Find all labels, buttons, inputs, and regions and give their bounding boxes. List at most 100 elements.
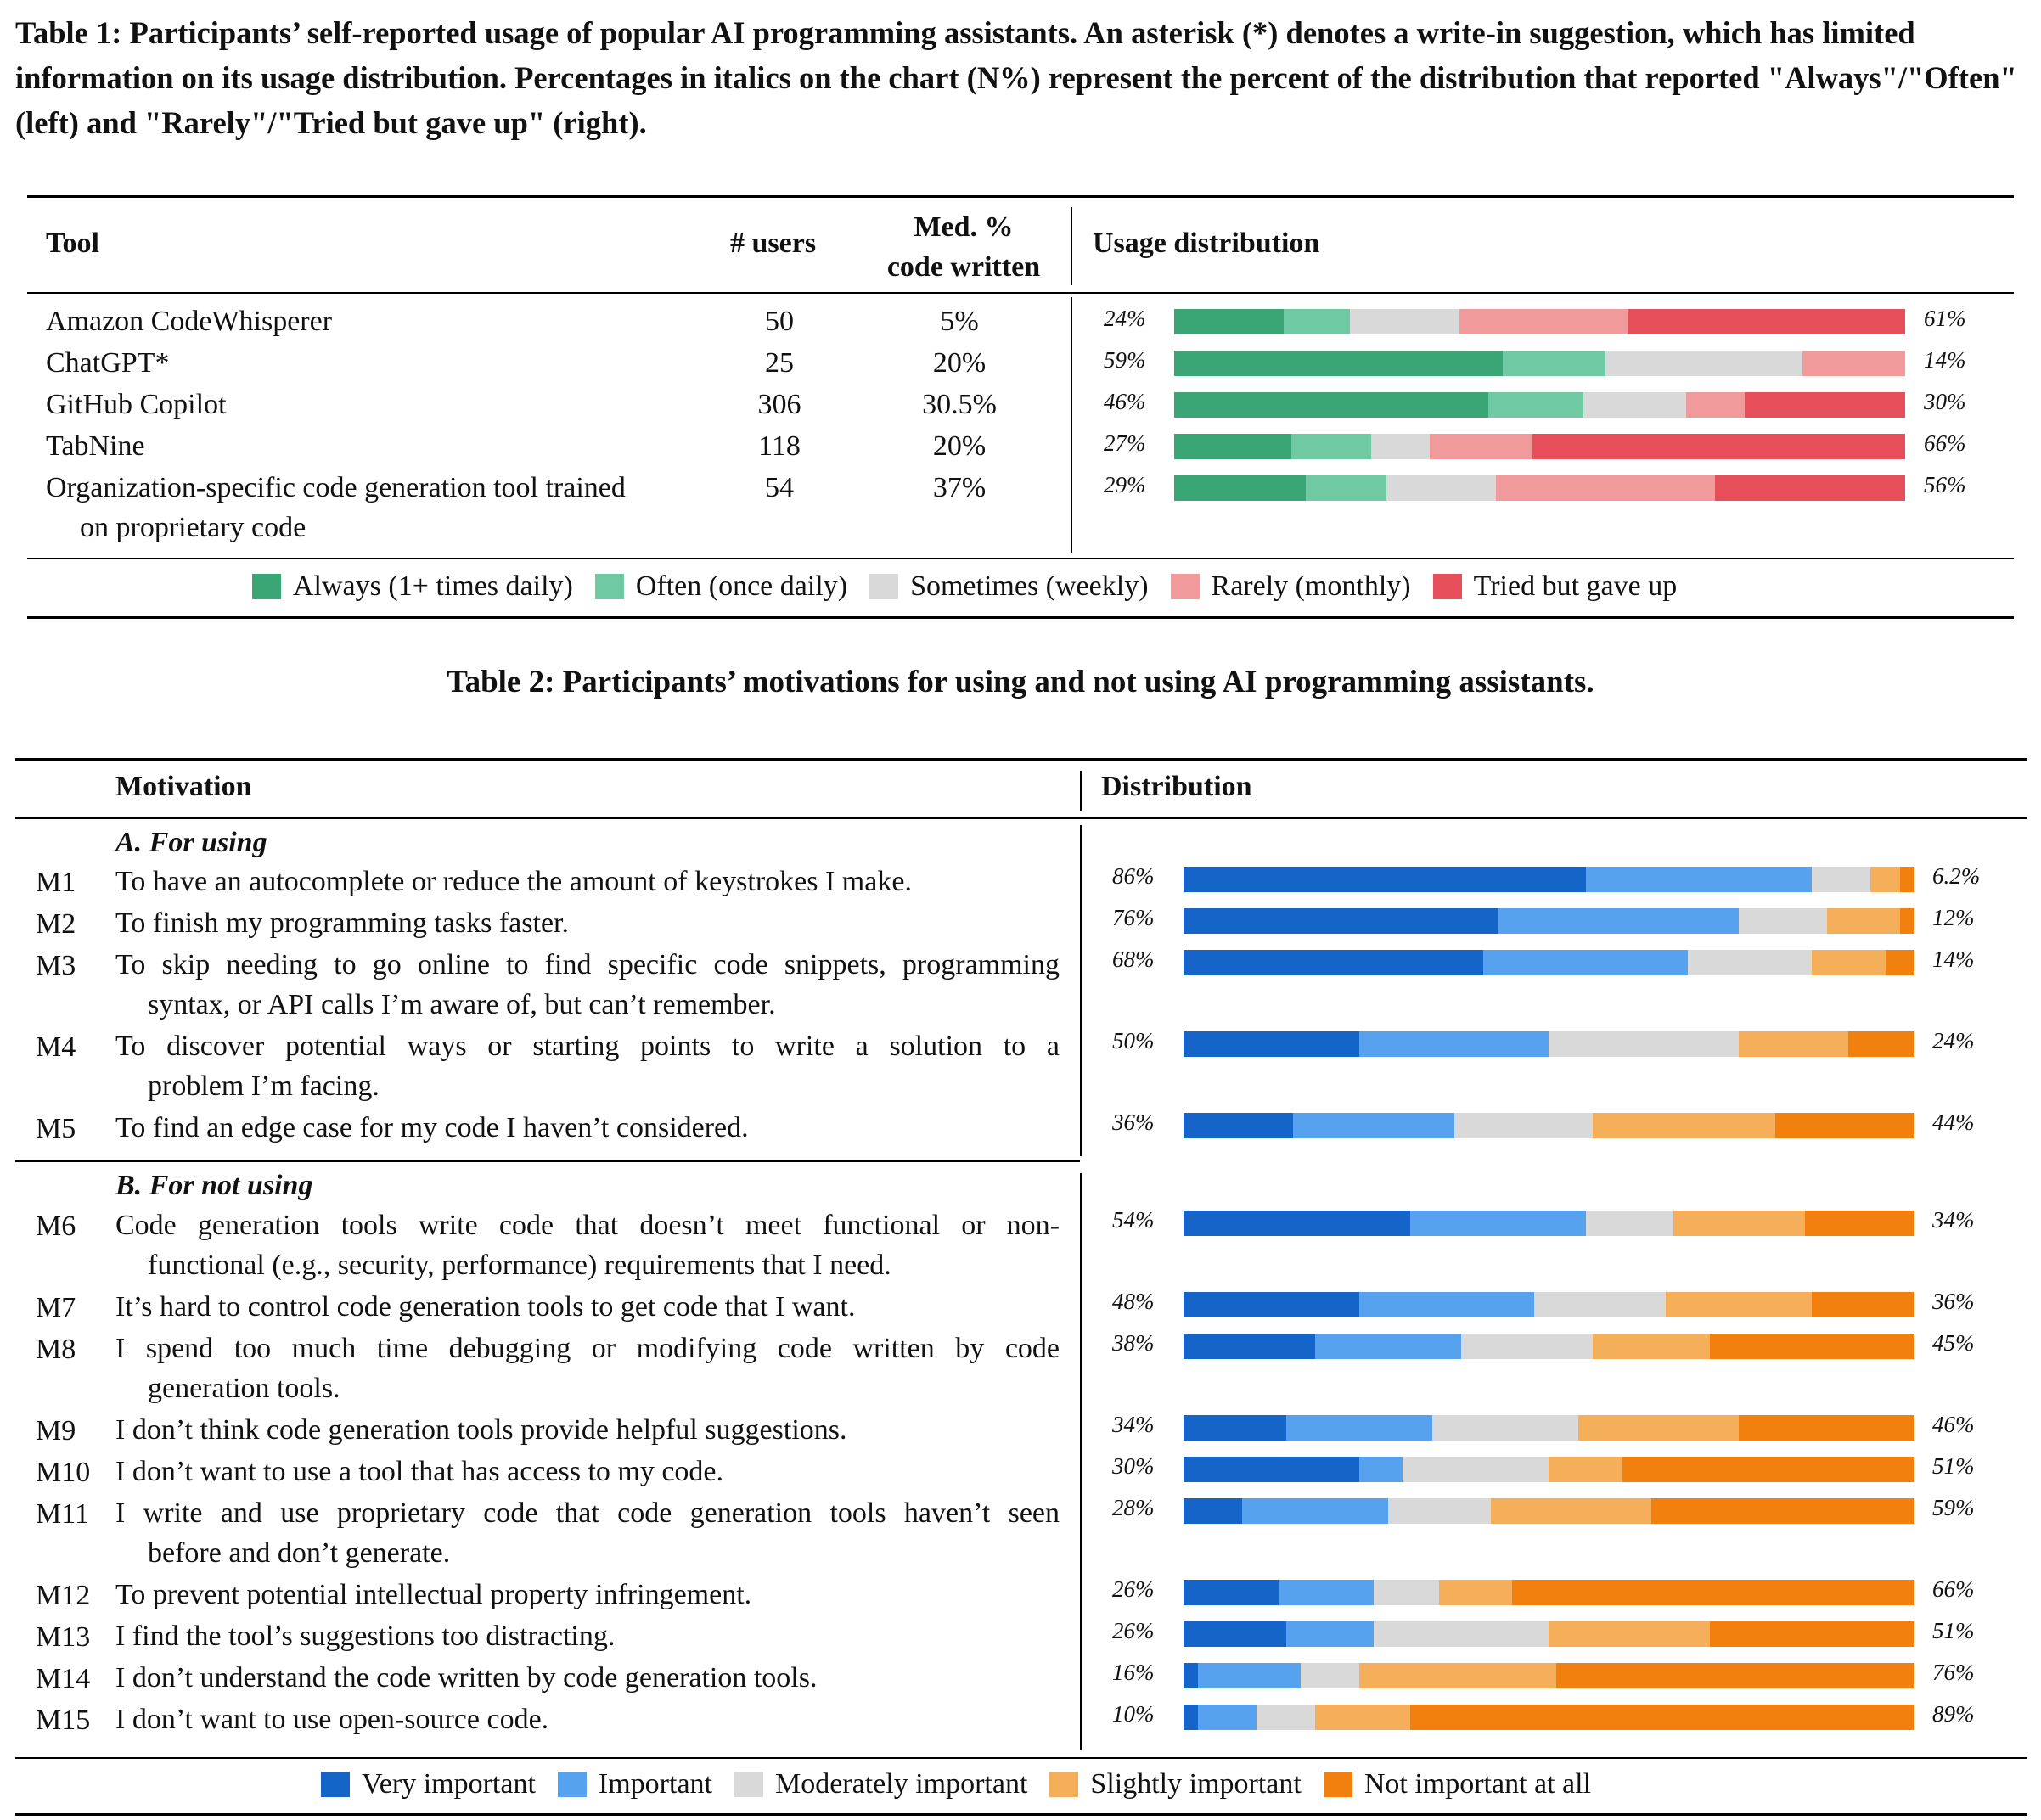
t2-row-m4-bar [1184,1031,1914,1057]
t1-header-med-line2: code written [886,251,1041,283]
t2-row-m6-segment-very-important [1184,1211,1410,1236]
t2-row-m8-label-line2: generation tools. [148,1373,340,1404]
t2-row-m9-right-pct: 46% [1932,1412,1975,1437]
t2-row-m7-left-pct: 48% [1112,1289,1155,1314]
t2-row-m10-label-line1: I don’t want to use a tool that has acce… [115,1456,724,1487]
t2-row-m14-segment-not-important-at-all [1556,1663,1914,1688]
t2-row-m5-segment-very-important [1184,1113,1294,1138]
t1-row-4-users: 118 [758,430,801,462]
t2-row-m14-segment-slightly-important [1358,1663,1557,1688]
t2-row-m2-segment-moderately-important [1739,908,1827,934]
t2-bottom-rule [15,1813,2027,1816]
t2-row-m10-left-pct: 30% [1112,1453,1155,1479]
t2-row-m5-segment-important [1293,1113,1454,1138]
t2-row-m2-right-pct: 12% [1932,905,1975,930]
t2-row-m14-right-pct: 76% [1932,1660,1975,1685]
t1-row-1-segment-always-1-times-daily [1174,309,1285,334]
t2-row-m8-left-pct: 38% [1112,1330,1155,1356]
t2-row-m6-right-pct: 34% [1932,1207,1975,1233]
t2-legend-label-1: Very important [362,1768,536,1800]
t2-row-m1-id: M1 [36,867,76,898]
t2-row-m15-segment-moderately-important [1257,1705,1315,1730]
t2-row-m14-left-pct: 16% [1112,1660,1155,1685]
t2-legend-label-4: Slightly important [1090,1768,1302,1800]
t2-row-m3-segment-very-important [1184,950,1483,975]
t2-row-m3-left-pct: 68% [1112,947,1155,972]
t1-legend-label-1: Always (1+ times daily) [293,570,573,602]
t2-row-m9-label-line1: I don’t think code generation tools prov… [115,1414,847,1446]
t1-row-5-users: 54 [765,472,794,503]
t2-row-m13-segment-very-important [1184,1621,1286,1647]
t2-row-m10-segment-moderately-important [1403,1457,1549,1482]
t1-legend-swatch-4 [1170,574,1200,599]
t2-row-m11-label: I write and use proprietary code that co… [115,1493,1060,1573]
t2-row-m12-bar [1184,1580,1914,1605]
t2-row-m15-right-pct: 89% [1932,1701,1975,1727]
t2-row-m7-label-line1: It’s hard to control code generation too… [115,1291,856,1323]
t2-row-m5-segment-moderately-important [1453,1113,1594,1138]
t1-row-3-segment-tried-but-gave-up [1744,392,1905,418]
t2-row-m12-segment-important [1278,1580,1374,1605]
t2-row-m13-segment-important [1285,1621,1374,1647]
t1-row-2-segment-rarely-monthly [1802,351,1905,376]
t2-row-m8-bar [1184,1334,1914,1359]
t2-row-m2-segment-very-important [1184,908,1498,934]
t2-row-m3-id: M3 [36,950,76,981]
t2-row-m5-right-pct: 44% [1932,1109,1975,1135]
t1-legend-swatch-1 [252,574,281,599]
t2-row-m1-left-pct: 86% [1112,863,1155,889]
t2-row-m7-id: M7 [36,1292,76,1323]
t2-row-m9-bar [1184,1415,1914,1441]
t1-row-4-bar [1174,434,1905,459]
t2-row-m7-segment-important [1358,1292,1535,1317]
t1-row-3-left-pct: 46% [1104,389,1146,414]
t1-row-2-left-pct: 59% [1104,347,1146,373]
t1-legend-item-4: Rarely (monthly) [1170,570,1411,603]
t2-row-m9-label: I don’t think code generation tools prov… [115,1410,1060,1450]
t2-row-m3-label-line1: To skip needing to go online to find spe… [115,949,1060,980]
t2-row-m11-segment-not-important-at-all [1651,1498,1914,1524]
t2-row-m8-segment-moderately-important [1461,1334,1594,1359]
t1-mid-rule [27,292,2014,294]
t1-legend-label-4: Rarely (monthly) [1211,570,1411,602]
t1-row-5-right-pct: 56% [1924,472,1966,497]
t2-legend-swatch-5 [1323,1772,1352,1797]
t2-row-m12-id: M12 [36,1580,91,1611]
t1-row-3-segment-often-once-daily [1488,392,1584,418]
t2-row-m9-segment-moderately-important [1431,1415,1578,1441]
t2-legend-swatch-4 [1049,1772,1079,1797]
t2-row-m4-segment-very-important [1184,1031,1359,1057]
t1-row-4-right-pct: 66% [1924,430,1966,456]
table2-caption: Table 2: Participants’ motivations for u… [447,665,1594,699]
t2-row-m12-label: To prevent potential intellectual proper… [115,1575,1060,1615]
t2-row-m7-segment-slightly-important [1666,1292,1813,1317]
t2-row-m13-id: M13 [36,1621,91,1653]
t2-row-m9-segment-slightly-important [1577,1415,1740,1441]
t2-row-m6-bar [1184,1211,1914,1236]
t2-row-m6-left-pct: 54% [1112,1207,1155,1233]
t2-row-m5-segment-not-important-at-all [1775,1113,1914,1138]
t1-row-5-tool: Organization-specific code generation to… [46,472,626,503]
t2-row-m14-label: I don’t understand the code written by c… [115,1658,1060,1698]
t2-row-m5-left-pct: 36% [1112,1109,1155,1135]
t1-legend: Always (1+ times daily) Often (once daily… [252,570,1699,603]
t2-row-m15-bar [1184,1705,1914,1730]
t2-row-m10-bar [1184,1457,1914,1482]
t2-row-m5-bar [1184,1113,1914,1138]
t1-header-dist: Usage distribution [1093,228,1320,259]
t1-legend-label-2: Often (once daily) [635,570,848,602]
t2-divider-b [1080,1173,1082,1750]
t1-bottom-rule [27,616,2014,619]
t2-row-m10-segment-important [1358,1457,1403,1482]
t1-legend-swatch-3 [869,574,899,599]
table1-caption: Table 1: Participants’ self-reported usa… [15,15,2017,140]
t2-row-m11-left-pct: 28% [1112,1495,1155,1520]
t2-section-b: B. For not using [115,1170,313,1201]
t2-row-m11-segment-slightly-important [1490,1498,1651,1524]
t2-row-m14-bar [1184,1663,1914,1688]
t1-row-1-segment-tried-but-gave-up [1627,309,1905,334]
t2-row-m12-left-pct: 26% [1112,1576,1155,1602]
t1-row-4-left-pct: 27% [1104,430,1146,456]
t2-row-m14-label-line1: I don’t understand the code written by c… [115,1662,818,1694]
t2-row-m8-segment-very-important [1184,1334,1315,1359]
